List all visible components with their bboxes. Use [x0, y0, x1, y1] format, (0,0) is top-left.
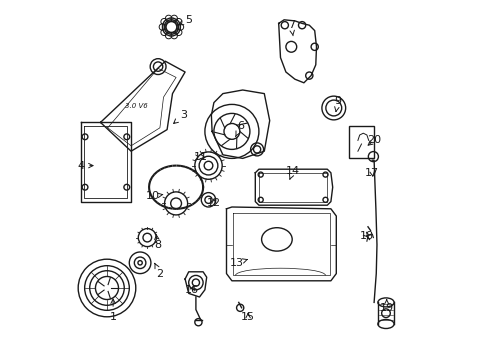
Text: 2: 2 — [154, 263, 163, 279]
Text: 10: 10 — [145, 191, 163, 201]
Text: 14: 14 — [285, 166, 300, 179]
Text: 13: 13 — [230, 258, 247, 268]
Text: 6: 6 — [235, 121, 244, 136]
Text: 18: 18 — [359, 231, 373, 241]
Text: 7: 7 — [287, 20, 294, 36]
Bar — [348, 126, 373, 158]
Text: 4: 4 — [77, 161, 93, 171]
Text: 12: 12 — [206, 198, 221, 208]
Text: 3: 3 — [173, 110, 186, 123]
Text: 9: 9 — [334, 96, 341, 112]
Text: 20: 20 — [366, 135, 380, 145]
Text: 11: 11 — [193, 152, 207, 162]
Text: 8: 8 — [154, 234, 161, 250]
Text: 15: 15 — [241, 312, 255, 322]
Text: 3.0 V6: 3.0 V6 — [125, 103, 147, 109]
Text: 16: 16 — [185, 285, 199, 295]
Text: 19: 19 — [379, 300, 393, 313]
Text: 5: 5 — [179, 15, 192, 25]
Text: 17: 17 — [365, 168, 379, 178]
Text: 1: 1 — [109, 299, 116, 322]
